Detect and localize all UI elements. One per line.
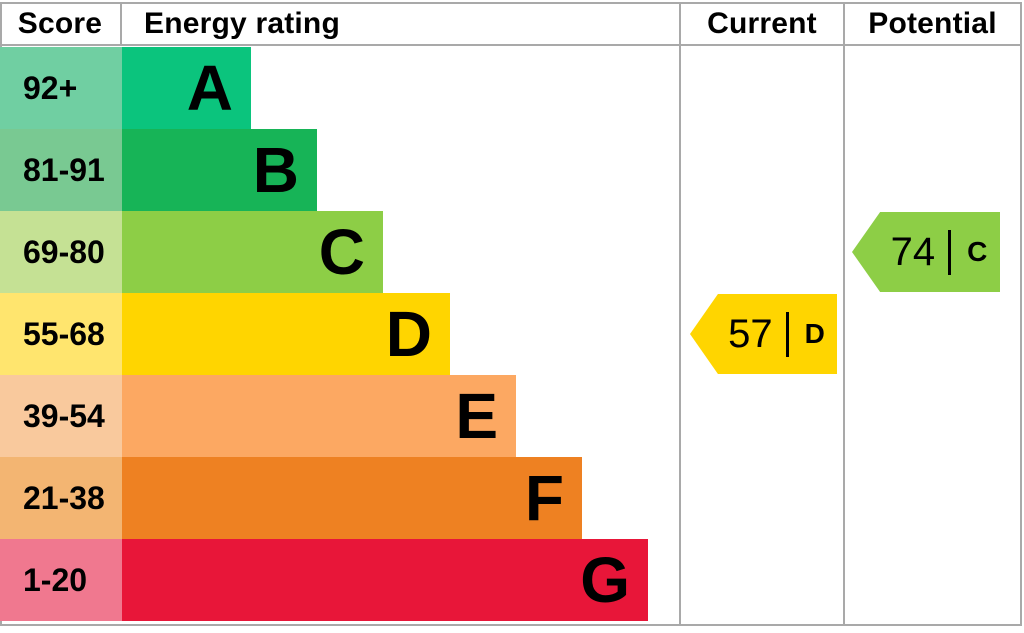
border-right: [1020, 2, 1022, 626]
band-letter: F: [524, 462, 564, 534]
band-bar: C: [122, 211, 383, 293]
band-score: 1-20: [0, 539, 122, 621]
band-score: 69-80: [0, 211, 122, 293]
band-bar: F: [122, 457, 582, 539]
band-letter: E: [455, 380, 498, 452]
band-bar: G: [122, 539, 648, 621]
border-top: [0, 2, 1022, 4]
energy-rating-column-header: Energy rating: [144, 7, 340, 40]
band-row: 21-38 F: [0, 457, 1022, 539]
band-row: 1-20 G: [0, 539, 1022, 621]
band-letter: B: [252, 134, 299, 206]
band-row: 55-68 D: [0, 293, 1022, 375]
divider-score-energy: [120, 2, 122, 46]
band-score: 92+: [0, 47, 122, 129]
current-column-header: Current: [707, 7, 817, 40]
band-bar: A: [122, 47, 251, 129]
border-bottom: [0, 624, 1022, 626]
divider-current-potential: [843, 2, 845, 626]
band-row: 69-80 C: [0, 211, 1022, 293]
band-bar: B: [122, 129, 317, 211]
current-value: 57: [728, 311, 773, 356]
band-bar: D: [122, 293, 450, 375]
divider-energy-current: [679, 2, 681, 626]
band-row: 92+ A: [0, 47, 1022, 129]
band-score: 39-54: [0, 375, 122, 457]
current-arrow: 57 D: [690, 294, 837, 374]
band-letter: C: [318, 216, 365, 288]
border-header-bottom: [0, 44, 1022, 46]
potential-separator-bar: [948, 229, 952, 275]
band-letter: G: [580, 544, 630, 616]
potential-arrow: 74 C: [852, 212, 1000, 292]
band-score: 81-91: [0, 129, 122, 211]
band-letter: A: [186, 52, 233, 124]
band-score: 55-68: [0, 293, 122, 375]
band-row: 81-91 B: [0, 129, 1022, 211]
band-letter: D: [385, 298, 432, 370]
band-score: 21-38: [0, 457, 122, 539]
band-row: 39-54 E: [0, 375, 1022, 457]
potential-band-letter: C: [967, 236, 988, 267]
current-separator-bar: [785, 311, 789, 357]
score-column-header: Score: [17, 7, 103, 40]
band-bar: E: [122, 375, 516, 457]
current-band-letter: D: [804, 318, 825, 349]
potential-column-header: Potential: [868, 7, 997, 40]
potential-value: 74: [890, 229, 936, 274]
